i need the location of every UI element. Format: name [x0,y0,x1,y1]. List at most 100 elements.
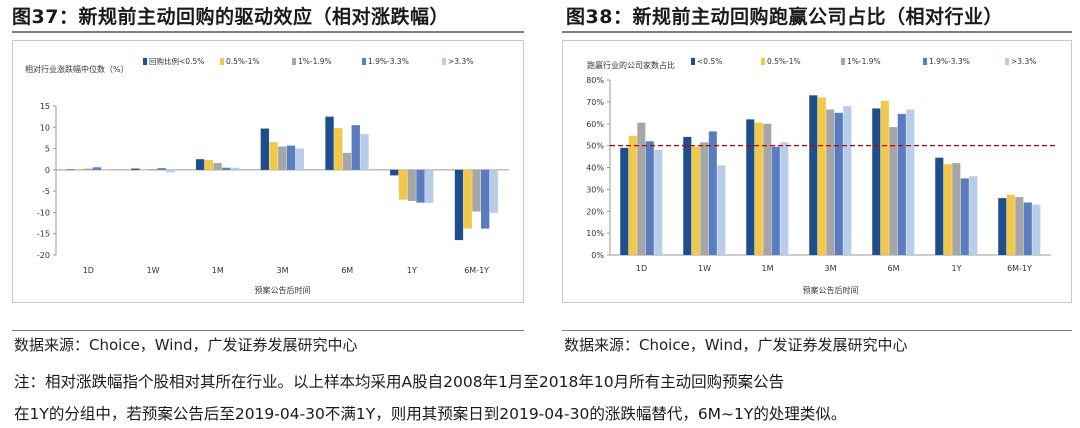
bar-1Y-2 [407,169,416,201]
bar-1Y-2 [952,163,961,255]
bar-1W-1 [139,169,149,171]
x-tick-label: 6M-1Y [1007,264,1032,273]
legend-swatch-1 [761,58,765,65]
y-tick-label: 10% [586,229,604,238]
bar-1Y-3 [416,169,425,203]
bar-1M-2 [213,163,222,170]
bar-1W-2 [700,142,709,255]
bar-6M-2 [889,127,898,255]
bar-6M-3 [351,125,360,170]
y-tick-label: 30% [586,185,604,194]
legend-swatch-4 [1005,58,1009,65]
bar-6M-1Y-3 [481,169,490,229]
legend-swatch-2 [292,58,296,65]
bar-1W-3 [157,168,166,170]
y-tick-label: -20 [37,251,50,260]
y-tick-label: -5 [42,187,50,196]
source-note-right: 数据来源：Choice，Wind，广发证券发展研究中心 [564,336,908,354]
bar-3M-3 [834,112,843,255]
bar-1W-4 [717,165,726,255]
y-tick-label: 20% [586,207,604,216]
title-rule-right [562,31,1072,33]
chart-37-svg: 15 10 5 0 -5 -10 -15 -20 1D 1W 1M 3M 6M 1Y 6M-1Y 相对行业涨跌… [25,56,509,295]
bar-1M-1 [204,160,214,170]
legend-swatch-1 [220,58,224,65]
x-axis-title: 预案公告后时间 [803,285,859,295]
bar-1W-4 [166,169,175,173]
bar-3M-1 [269,142,278,170]
x-axis-title: 预案公告后时间 [255,285,311,295]
legend-label-4: >3.3% [1011,57,1036,66]
bar-6M-2 [342,152,352,170]
bar-6M-1Y-4 [1032,204,1041,255]
bar-1Y-0 [935,157,944,255]
bar-3M-4 [843,106,852,255]
bar-1D-0 [66,169,75,171]
bar-1D-3 [645,141,654,255]
y-tick-label: 0 [45,166,50,175]
bar-3M-4 [295,148,304,170]
x-tick-label: 1M [762,264,774,273]
y-tick-label: 0% [591,251,604,260]
bar-6M-1Y-0 [454,169,464,241]
bar-3M-2 [278,146,287,170]
legend-label-2: 1%-1.9% [298,57,332,66]
y-tick-label: 40% [586,164,604,173]
bar-1W-0 [683,136,692,255]
y-tick-label: -10 [37,208,50,217]
x-tick-label: 1W [698,264,711,273]
bar-6M-1 [880,100,889,255]
y-axis-title: 跑赢行业的公司家数占比 [587,60,675,70]
y-tick-label: 80% [586,76,604,85]
bar-6M-1 [334,128,343,170]
bar-1M-1 [754,122,763,255]
x-tick-label: 3M [825,264,837,273]
chart-panel-38: 80% 70% 60% 50% 40% 30% 20% 10% 0% 1D 1W 1M 3M 6M 1Y 6M… [562,40,1072,303]
bar-1D-2 [83,168,93,170]
y-tick-label: 70% [586,98,604,107]
legend-swatch-4 [442,58,446,65]
bar-6M-4 [906,109,915,255]
bar-6M-4 [360,134,369,170]
bar-6M-1Y-1 [463,169,472,229]
bar-1M-3 [222,167,231,170]
bar-1M-2 [763,123,772,255]
bar-1W-0 [131,168,140,170]
bar-6M-0 [325,116,334,170]
bar-1M-4 [230,167,240,170]
bar-1D-4 [101,169,110,171]
bar-1Y-3 [960,178,969,255]
bar-1Y-1 [943,164,952,255]
bar-6M-1Y-4 [489,169,499,213]
figure-38-title: 图38：新规前主动回购跑赢公司占比（相对行业） [566,6,1003,28]
bar-1M-4 [780,142,789,255]
bar-3M-2 [826,109,835,255]
y-tick-label: 50% [586,142,604,151]
legend-swatch-2 [841,58,845,65]
bar-1M-3 [771,146,780,255]
bar-1Y-4 [425,169,434,204]
bar-3M-0 [260,128,269,170]
bar-1W-2 [148,169,158,170]
figure-37-title: 图37：新规前主动回购的驱动效应（相对涨跌幅） [12,6,449,28]
footnote-line-1: 注：相对涨跌幅指个股相对其所在行业。以上样本均采用A股自2008年1月至2018… [14,373,785,391]
bar-1D-2 [637,122,646,255]
y-axis-title: 相对行业涨跌幅中位数（%） [25,64,129,74]
legend-swatch-3 [362,58,366,65]
x-tick-label: 6M [341,266,353,275]
bar-1M-0 [746,119,755,255]
y-tick-label: -15 [37,230,50,239]
legend-label-3: 1.9%-3.3% [368,57,409,66]
bar-1M-0 [195,159,205,170]
legend-label-4: >3.3% [448,57,473,66]
x-tick-label: 6M-1Y [464,266,489,275]
x-tick-label: 1D [636,264,647,273]
x-tick-label: 3M [277,266,289,275]
bar-1Y-1 [398,169,408,200]
bar-1D-1 [628,135,637,255]
legend-label-3: 1.9%-3.3% [929,57,970,66]
bar-1W-3 [708,131,717,255]
bar-6M-1Y-1 [1006,194,1015,255]
y-tick-label: 15 [40,102,50,111]
legend-label-1: 0.5%-1% [767,57,801,66]
